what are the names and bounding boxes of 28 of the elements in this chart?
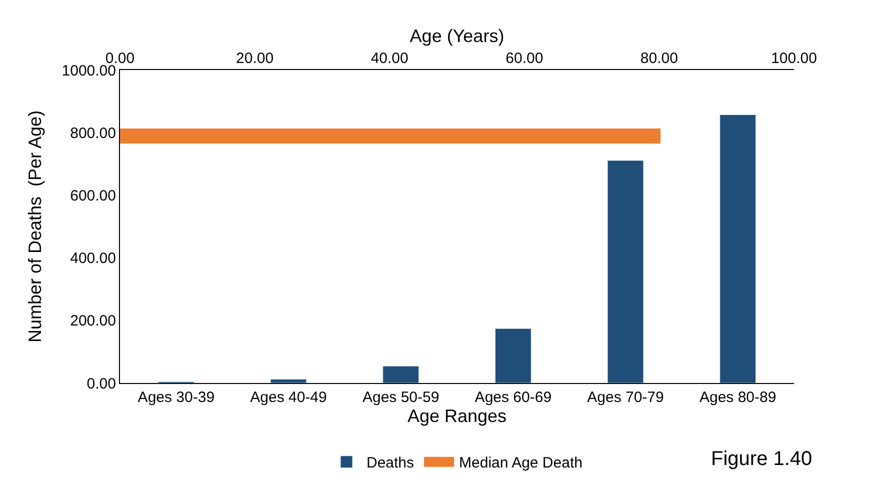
x2-axis-title: Age (Years) (410, 26, 504, 46)
y-axis-title: Number of Deaths (Per Age) (24, 110, 45, 343)
x2-tick-label: 40.00 (370, 50, 408, 67)
bar (607, 160, 644, 383)
y-tick-label: 0.00 (86, 375, 116, 392)
caption: Figure 1.40 (711, 448, 812, 470)
x2-tick-label: 80.00 (640, 50, 678, 67)
x2-tick-label: 100.00 (771, 50, 817, 67)
bar (270, 378, 307, 383)
x-tick-label: Ages 50-59 (362, 389, 440, 406)
bar (382, 366, 420, 383)
y-tick-label: 200.00 (70, 312, 116, 330)
x2-tick-label: 60.00 (506, 50, 544, 67)
y-tick-label: 400.00 (70, 250, 116, 268)
x-axis-title: Age Ranges (407, 406, 507, 426)
x-tick-label: Ages 60-69 (474, 389, 552, 406)
x-tick-label: Ages 80-89 (699, 389, 776, 406)
y-tick-label: 1000.00 (62, 62, 116, 80)
bar (720, 114, 756, 383)
x2-tick-label: 20.00 (236, 50, 274, 67)
x-tick-label: Ages 40-49 (250, 389, 327, 406)
x-tick-label: Ages 70-79 (587, 389, 664, 406)
y-tick-label: 800.00 (70, 124, 116, 142)
bar (494, 328, 532, 383)
y-tick-label: 600.00 (70, 187, 116, 204)
legend-label: Deaths (366, 454, 414, 472)
legend-label: Median Age Death (459, 454, 582, 472)
x-tick-label: Ages 30-39 (138, 389, 215, 406)
